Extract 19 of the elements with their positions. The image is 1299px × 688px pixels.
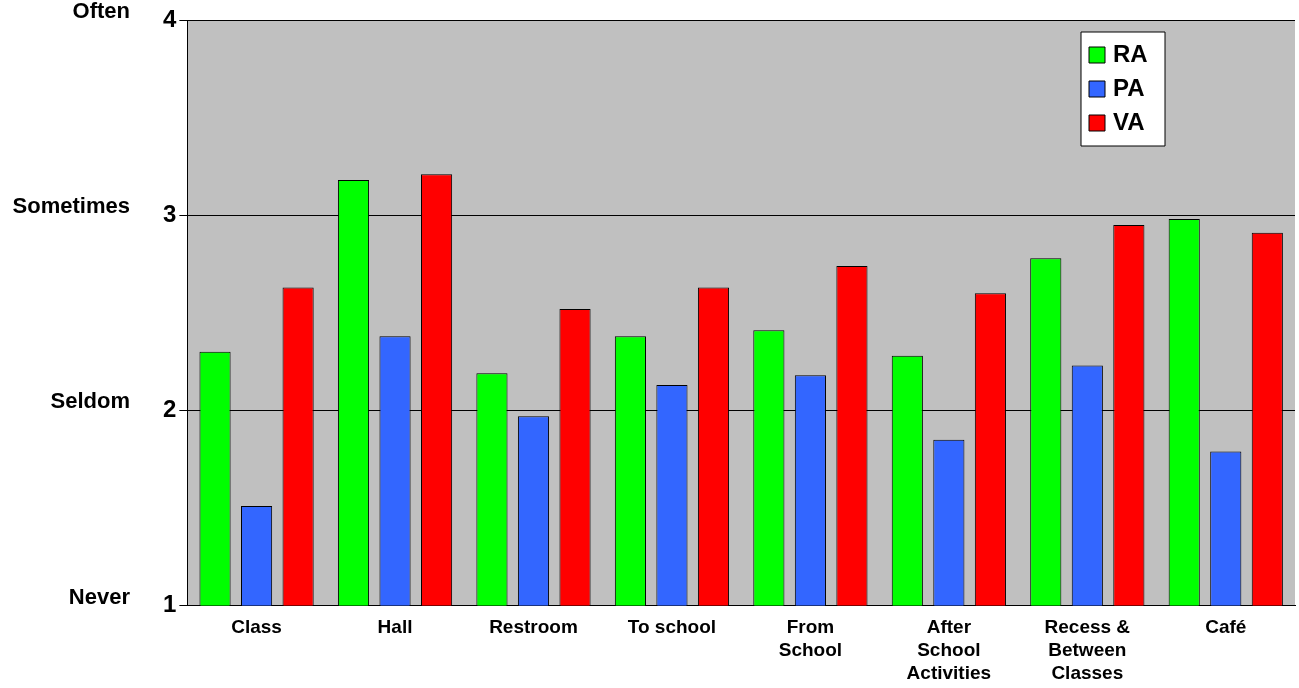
legend-label: VA — [1113, 107, 1145, 135]
x-tick-label: Hall — [377, 616, 413, 638]
x-tick-label: From School — [778, 616, 843, 661]
x-tick-label: Restroom — [489, 616, 578, 638]
y-tick-label: 1 — [162, 590, 177, 618]
x-tick-label: Class — [231, 616, 282, 638]
x-tick-label: Café — [1205, 616, 1247, 638]
x-tick-label: Recess & Between Classes — [1044, 616, 1131, 683]
y-tick-label: 3 — [162, 199, 177, 227]
legend-label: PA — [1113, 73, 1145, 101]
text: Never — [68, 583, 131, 609]
y-tick-label: 4 — [162, 4, 177, 32]
text: Seldom — [50, 388, 130, 414]
text: Often — [72, 0, 130, 24]
y-tick-label: 2 — [162, 395, 177, 423]
x-tick-label: After School Activities — [906, 616, 992, 683]
x-tick-label: To school — [627, 616, 717, 638]
legend-label: RA — [1113, 39, 1148, 67]
text: Sometimes — [12, 193, 130, 219]
